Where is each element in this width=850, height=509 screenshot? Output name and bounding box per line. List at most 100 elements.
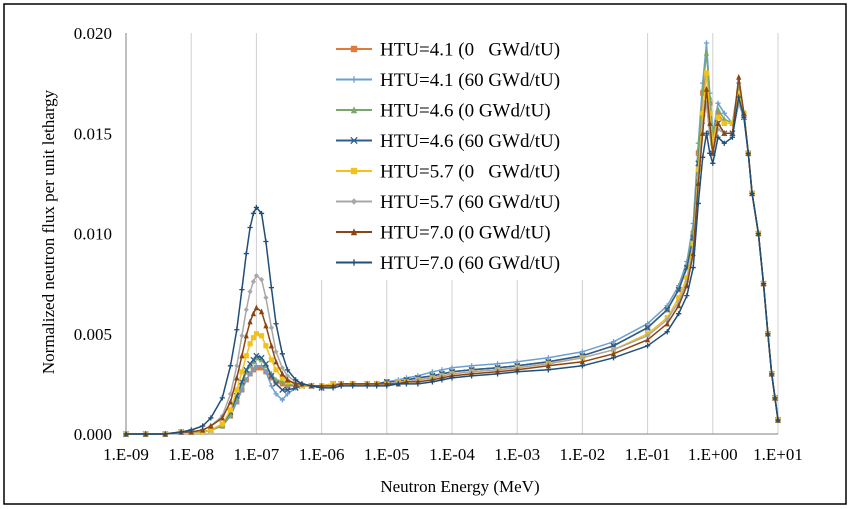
data-point [664,306,671,313]
data-point [239,352,245,359]
data-point [769,371,775,377]
data-point [247,318,253,325]
x-tick-label: 1.E-04 [429,445,475,464]
data-point [273,321,279,327]
data-point [374,383,380,389]
data-point [272,380,280,387]
data-point [273,349,279,355]
data-point [395,381,401,387]
data-point [545,362,551,369]
data-point [715,126,721,132]
data-point [729,134,736,140]
data-point [749,190,755,196]
data-point [239,333,245,339]
legend: HTU=4.1 (0 GWd/tU) HTU=4.1 (60 GWd/tU) HTU… [320,30,620,280]
data-point [253,331,259,337]
data-point [308,383,315,389]
data-point [258,308,265,315]
y-tick-label: 0.000 [74,425,112,444]
data-point [247,224,253,231]
x-axis-title: Neutron Energy (MeV) [380,477,539,496]
data-point [384,383,390,389]
data-point [664,329,670,335]
data-point [279,378,285,385]
data-point [284,373,291,379]
data-point [263,295,269,301]
data-point [700,110,706,116]
legend-item: HTU=4.6 (60 GWd/tU) [336,131,560,152]
data-point [284,386,291,393]
data-point [178,429,184,435]
legend-item: HTU=4.6 (0 GWd/tU) [336,101,551,122]
data-point [258,277,265,283]
data-point [775,417,781,423]
data-point [253,304,259,311]
data-point [676,311,682,317]
x-tick-label: 1.E-01 [625,445,671,464]
data-point [403,381,410,387]
data-point [284,391,291,397]
data-point [268,375,275,381]
data-point [645,343,651,349]
data-point [258,356,265,363]
data-point [676,295,682,301]
data-point [268,325,275,331]
data-point [579,358,585,365]
data-point [234,363,240,369]
data-point [219,395,225,401]
data-point [208,427,214,433]
legend-item: HTU=4.1 (60 GWd/tU) [336,70,560,91]
data-point [143,431,149,437]
x-tick-label: 1.E-02 [560,445,606,464]
data-point [234,327,240,333]
data-point [243,250,249,257]
data-point [675,286,682,293]
data-point [208,422,214,429]
data-point [250,356,257,363]
data-point [239,287,245,293]
y-tick-label: 0.015 [74,124,112,143]
series-7 [123,73,781,437]
data-point [227,391,234,397]
data-point [243,353,249,359]
data-point [234,374,240,381]
data-point [253,363,259,369]
data-point [268,357,275,363]
data-point [293,380,299,387]
data-point [721,120,727,126]
data-point [449,375,455,381]
data-point [227,407,234,413]
x-tick-label: 1.E-06 [299,445,345,464]
y-tick-label: 0.005 [74,325,112,344]
data-point [579,355,585,361]
data-point [700,130,706,136]
data-point [715,114,721,120]
legend-label: HTU=5.7 (0 GWd/tU) [380,162,560,183]
data-point [200,426,206,433]
data-point [715,120,721,126]
x-tick-label: 1.E-03 [494,445,540,464]
legend-item: HTU=5.7 (0 GWd/tU) [336,162,560,183]
data-point [227,363,234,369]
data-point [250,358,257,365]
data-point [262,360,269,367]
data-point [247,341,253,347]
data-point [219,421,225,427]
series-8 [123,94,781,437]
data-point [700,154,706,160]
y-tick-label: 0.020 [74,24,112,43]
data-point [350,198,358,205]
data-point [279,397,285,403]
x-tick-label: 1.E+01 [753,445,803,464]
legend-item: HTU=7.0 (0 GWd/tU) [336,223,551,244]
data-point [250,335,257,341]
data-point [250,279,257,285]
data-point [703,70,710,76]
legend-label: HTU=4.6 (0 GWd/tU) [380,101,551,122]
data-point [494,371,501,377]
data-point [514,369,520,375]
data-point [243,366,250,373]
data-point [745,150,751,156]
data-point [664,317,670,323]
x-tick-label: 1.E-07 [234,445,280,464]
